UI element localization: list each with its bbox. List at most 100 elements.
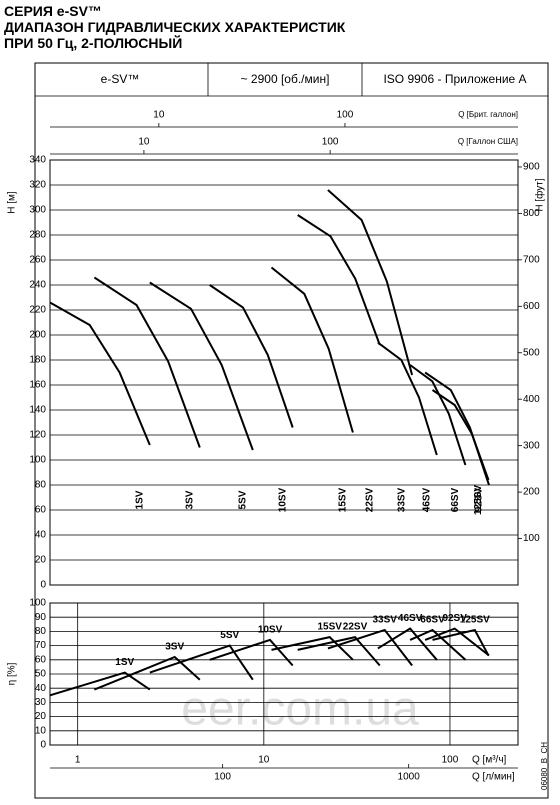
y-tick-label: 140 [29, 405, 46, 416]
x2-axis-label: Q [л/мин] [472, 772, 515, 783]
y-tick-label: 160 [29, 380, 46, 391]
y2-tick-label: 900 [523, 162, 540, 173]
y-tick-label: 40 [35, 683, 47, 694]
pump-curve [149, 644, 254, 681]
series-label: 92SV [442, 613, 467, 624]
y-tick-label: 60 [35, 505, 47, 516]
series-label: 33SV [397, 487, 408, 512]
y-tick-label: 220 [29, 305, 46, 316]
series-label: 1SV [134, 490, 145, 509]
pump-curve [424, 371, 490, 486]
top-tick-label: 10 [153, 110, 165, 121]
series-label: 5SV [237, 490, 248, 509]
frame [34, 62, 549, 799]
y2-tick-label: 500 [523, 347, 540, 358]
y2-tick-label: 800 [523, 208, 540, 219]
series-label: 5SV [220, 630, 239, 641]
series-label: 1SV [115, 657, 134, 668]
y-tick-label: 0 [40, 580, 46, 591]
pump-curve [431, 389, 490, 481]
title-line: ПРИ 50 Гц, 2-ПОЛЮСНЫЙ [4, 34, 182, 51]
top-tick-label: 10 [138, 137, 150, 148]
pump-curve [209, 284, 294, 428]
series-label: 10SV [258, 625, 283, 636]
y-tick-label: 80 [35, 480, 47, 491]
x-tick-label: 1 [75, 755, 81, 766]
y2-tick-label: 700 [523, 255, 540, 266]
title-line: ДИАПАЗОН ГИДРАВЛИЧЕСКИХ ХАРАКТЕРИСТИК [4, 19, 346, 35]
series-label: 15SV [318, 622, 343, 633]
y-axis-label: η [%] [7, 662, 18, 685]
series-label: 10SV [277, 487, 288, 512]
y-tick-label: 340 [29, 155, 46, 166]
y-tick-label: 260 [29, 255, 46, 266]
x-tick-label: 10 [258, 755, 270, 766]
y-axis-label: H [м] [7, 191, 18, 214]
y-tick-label: 10 [35, 725, 47, 736]
pump-curve [432, 628, 490, 656]
top-tick-label: 100 [337, 110, 354, 121]
series-label: 125SV [460, 615, 490, 626]
series-label: 66SV [420, 615, 445, 626]
y2-tick-label: 600 [523, 301, 540, 312]
y-tick-label: 70 [35, 640, 47, 651]
pump-curve [149, 281, 254, 451]
y-tick-label: 200 [29, 330, 46, 341]
y2-axis-label: H [фут] [534, 178, 546, 211]
pump-curve [270, 266, 354, 433]
watermark: eer.com.ua [181, 683, 419, 736]
y-tick-label: 240 [29, 280, 46, 291]
y-tick-label: 100 [29, 598, 46, 609]
pump-curve [377, 341, 438, 456]
pump-curve [93, 276, 201, 448]
y-tick-label: 20 [35, 711, 47, 722]
y2-tick-label: 400 [523, 394, 540, 405]
y-tick-label: 320 [29, 180, 46, 191]
top-tick-label: 100 [322, 137, 339, 148]
pump-curve [377, 627, 438, 661]
series-label: 22SV [364, 487, 375, 512]
x-axis-label: Q [м³/ч] [472, 755, 507, 766]
pump-curve [271, 636, 354, 661]
info-cell: ~ 2900 [об./мин] [241, 72, 330, 86]
pump-curve [297, 214, 381, 346]
y2-tick-label: 300 [523, 440, 540, 451]
y-tick-label: 60 [35, 654, 47, 665]
pump-curve [49, 301, 151, 446]
y-tick-label: 90 [35, 612, 47, 623]
pump-curve [424, 627, 490, 657]
series-label: 46SV [398, 613, 423, 624]
y-tick-label: 80 [35, 626, 47, 637]
y2-tick-label: 100 [523, 533, 540, 544]
series-label: 22SV [343, 622, 368, 633]
series-label: 92SV [474, 487, 485, 512]
series-label: 125SV [473, 485, 484, 515]
top-axis-label: Q [Брит. галлон] [458, 110, 518, 119]
pump-curve [409, 628, 467, 661]
series-label: 3SV [184, 490, 195, 509]
y-tick-label: 100 [29, 455, 46, 466]
series-label: 33SV [372, 615, 397, 626]
y-tick-label: 40 [35, 530, 47, 541]
series-label: 15SV [338, 487, 349, 512]
y-tick-label: 180 [29, 355, 46, 366]
y-tick-label: 50 [35, 669, 47, 680]
pump-curve [297, 635, 381, 667]
y-tick-label: 20 [35, 555, 47, 566]
info-cell: e-SV™ [101, 72, 140, 86]
y-tick-label: 280 [29, 230, 46, 241]
pump-curve [209, 638, 294, 667]
pump-curve [94, 655, 201, 691]
x2-tick-label: 100 [214, 772, 231, 783]
y-tick-label: 30 [35, 697, 47, 708]
y2-tick-label: 200 [523, 487, 540, 498]
y-tick-label: 0 [40, 740, 46, 751]
series-label: 46SV [421, 487, 432, 512]
x-tick-label: 100 [442, 755, 459, 766]
series-label: 3SV [165, 642, 184, 653]
pump-curve [327, 628, 413, 667]
y-tick-label: 120 [29, 430, 46, 441]
y-tick-label: 300 [29, 205, 46, 216]
code: 06080_B_CH [540, 742, 549, 790]
